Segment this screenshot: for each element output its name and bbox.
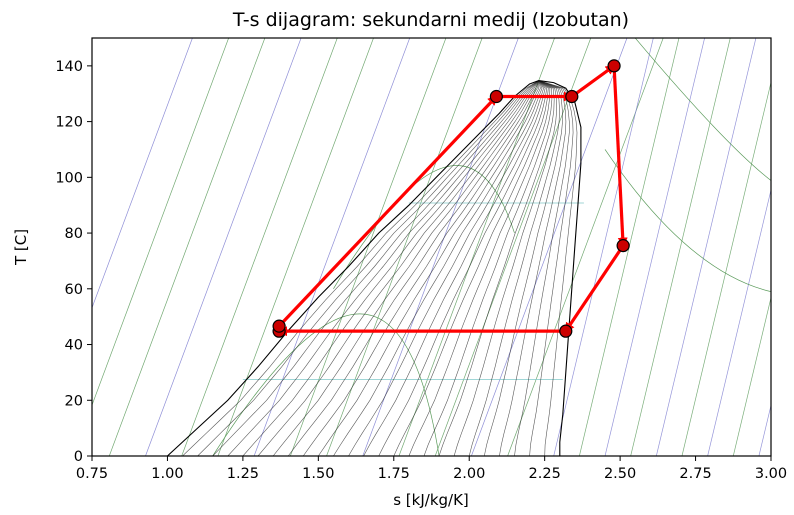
- isobar-line: [507, 38, 664, 456]
- quality-lines: [182, 80, 578, 456]
- quality-line: [514, 80, 570, 456]
- y-tick-label: 60: [65, 282, 83, 298]
- cycle-state-point: [607, 59, 621, 73]
- cycle-path: [272, 59, 630, 338]
- x-tick-label: 2.50: [604, 466, 636, 482]
- x-tick-label: 0.75: [76, 466, 108, 482]
- isochore-line: [732, 296, 771, 456]
- quality-line: [453, 80, 558, 456]
- saturation-dome: [167, 80, 582, 456]
- isobar-line: [326, 38, 483, 456]
- y-tick-label: 20: [65, 393, 83, 409]
- quality-line: [484, 80, 563, 456]
- quality-line: [393, 80, 549, 456]
- vapor-saturation-line: [538, 80, 582, 456]
- cycle-state-point: [559, 324, 573, 338]
- background-property-lines: [92, 38, 794, 456]
- x-tick-label: 1.50: [302, 466, 334, 482]
- y-axis: 0 20 40 60 80 100 120 140: [55, 59, 92, 465]
- isochore-line: [707, 188, 771, 456]
- isobar-curve: [604, 149, 771, 292]
- cycle-segment: [277, 95, 498, 328]
- isochore-line: [681, 80, 771, 456]
- quality-line: [363, 80, 546, 456]
- quality-line: [197, 80, 539, 456]
- x-axis: 0.75 1.00 1.25 1.50 1.75 2.00 2.25 2.50 2.75 3.00: [76, 456, 787, 482]
- x-tick-label: 1.75: [378, 466, 410, 482]
- y-tick-label: 0: [74, 449, 83, 465]
- cycle-segment: [570, 64, 616, 98]
- y-tick-label: 140: [55, 59, 83, 75]
- quality-line: [333, 80, 543, 456]
- isochore-line: [553, 38, 654, 456]
- x-tick-label: 1.25: [227, 466, 259, 482]
- x-tick-label: 3.00: [755, 466, 787, 482]
- quality-line: [227, 80, 539, 456]
- quality-line: [302, 80, 540, 456]
- x-axis-label: s [kJ/kg/K]: [393, 491, 469, 509]
- y-axis-label: T [C]: [12, 229, 30, 266]
- x-tick-label: 2.75: [679, 466, 711, 482]
- isobar-line: [217, 38, 374, 456]
- isochore-line: [785, 38, 794, 456]
- liquid-saturation-line: [167, 80, 539, 456]
- isochore-line: [604, 38, 705, 456]
- quality-line: [212, 80, 539, 456]
- isobar-line: [181, 38, 338, 456]
- cycle-state-point: [565, 89, 579, 104]
- isobar-line: [253, 38, 411, 456]
- quality-line: [348, 80, 544, 456]
- isochore-line: [655, 38, 757, 456]
- plot-frame: [91, 37, 772, 457]
- quality-line: [287, 80, 539, 456]
- quality-line: [182, 80, 539, 456]
- isochore-line: [758, 403, 771, 456]
- x-tick-label: 2.00: [453, 466, 485, 482]
- quality-line: [257, 80, 539, 456]
- quality-line: [378, 80, 548, 456]
- plot-area: [92, 38, 794, 456]
- cycle-state-point: [616, 239, 630, 253]
- y-tick-label: 100: [55, 170, 83, 186]
- isobar-line: [289, 38, 447, 456]
- quality-line: [242, 80, 539, 456]
- cycle-state-point: [272, 319, 286, 333]
- isobar-line: [471, 38, 628, 456]
- isobar-line: [398, 38, 555, 456]
- x-tick-label: 2.25: [529, 466, 561, 482]
- quality-line: [538, 80, 578, 456]
- isobar-line: [145, 38, 302, 456]
- isobar-curve: [634, 38, 771, 181]
- quality-line: [423, 80, 553, 456]
- chart-title: T-s dijagram: sekundarni medij (Izobutan…: [232, 9, 629, 31]
- y-tick-label: 120: [55, 115, 83, 131]
- isobar-curve: [333, 165, 515, 289]
- quality-line: [438, 80, 555, 456]
- y-tick-label: 80: [65, 226, 83, 242]
- cycle-segment: [564, 244, 625, 333]
- isobar-curve: [212, 313, 440, 456]
- y-tick-label: 40: [65, 338, 83, 354]
- cycle-segment: [612, 65, 628, 248]
- x-tick-label: 1.00: [151, 466, 183, 482]
- quality-line: [318, 80, 541, 456]
- isochore-line: [630, 38, 731, 456]
- isobar-line: [108, 38, 266, 456]
- isobar-line: [92, 38, 193, 309]
- isobar-line: [92, 38, 230, 407]
- quality-line: [529, 80, 574, 456]
- quality-line: [468, 80, 560, 456]
- quality-line: [408, 80, 551, 456]
- quality-line: [272, 80, 539, 456]
- cycle-state-point: [489, 89, 503, 104]
- quality-line: [499, 80, 567, 456]
